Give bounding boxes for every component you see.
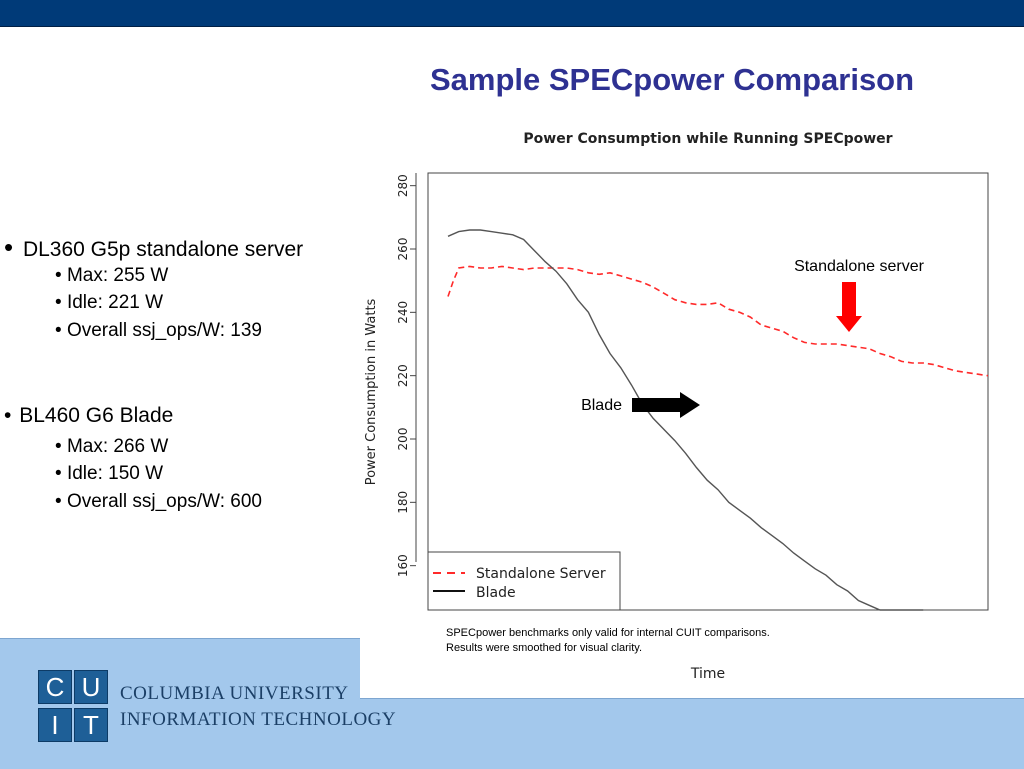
chart-notes: SPECpower benchmarks only valid for inte… [446, 626, 770, 656]
logo-letter-c: C [38, 670, 72, 704]
footer-right-band [360, 698, 1024, 769]
blade-arrow [632, 392, 700, 418]
logo-letter-i: I [38, 708, 72, 742]
standalone-ssj: • Overall ssj_ops/W: 139 [55, 320, 262, 341]
bullet-blade: • BL460 G6 Blade [4, 404, 173, 428]
series-line-standalone [447, 265, 989, 377]
standalone-ssj-text: Overall ssj_ops/W: 139 [66, 320, 262, 341]
standalone-idle: • Idle: 221 W [55, 292, 164, 313]
note-line-1: SPECpower benchmarks only valid for inte… [446, 627, 770, 639]
standalone-idle-text: Idle: 221 W [66, 292, 164, 313]
bullet-standalone: • DL360 G5p standalone server [4, 232, 303, 263]
standalone-arrow [836, 282, 862, 332]
legend-label-blade: Blade [476, 585, 516, 601]
chart-y-axis-label: Power Consumption in Watts [364, 298, 379, 485]
y-tick-label: 260 [396, 238, 410, 261]
org-name-line1: COLUMBIA UNIVERSITY [120, 683, 349, 704]
bullet-blade-label: BL460 G6 Blade [19, 404, 174, 427]
bullet-standalone-label: DL360 G5p standalone server [22, 238, 304, 261]
bullet-dot: • [4, 232, 14, 262]
chart-x-axis-label: Time [690, 666, 725, 682]
standalone-max-text: Max: 255 W [66, 265, 169, 286]
annotation-standalone-server: Standalone server [794, 258, 925, 275]
y-tick-label: 200 [396, 428, 410, 451]
y-tick-label: 280 [396, 174, 410, 197]
logo-letter-u: U [74, 670, 108, 704]
blade-ssj: • Overall ssj_ops/W: 600 [55, 491, 262, 512]
top-bar [0, 0, 1024, 27]
bullet-dot: • [4, 404, 12, 427]
annotation-blade: Blade [581, 397, 622, 414]
series-line-blade [447, 229, 924, 611]
legend-label-standalone: Standalone Server [476, 566, 606, 582]
blade-ssj-text: Overall ssj_ops/W: 600 [66, 491, 262, 512]
note-line-2: Results were smoothed for visual clarity… [446, 642, 643, 654]
y-tick-label: 220 [396, 364, 410, 387]
chart-legend: Standalone Server Blade [427, 551, 621, 611]
chart-title: Power Consumption while Running SPECpowe… [523, 131, 892, 147]
blade-max: • Max: 266 W [55, 436, 169, 457]
slide-title: Sample SPECpower Comparison [430, 62, 915, 97]
blade-idle: • Idle: 150 W [55, 463, 164, 484]
standalone-max: • Max: 255 W [55, 265, 169, 286]
logo-letter-t: T [74, 708, 108, 742]
blade-idle-text: Idle: 150 W [66, 463, 164, 484]
blade-max-text: Max: 266 W [66, 436, 169, 457]
org-name-line2: INFORMATION TECHNOLOGY [120, 709, 397, 730]
plot-frame [427, 172, 989, 611]
y-tick-label: 240 [396, 301, 410, 324]
y-tick-label: 180 [396, 491, 410, 514]
y-tick-label: 160 [396, 554, 410, 577]
